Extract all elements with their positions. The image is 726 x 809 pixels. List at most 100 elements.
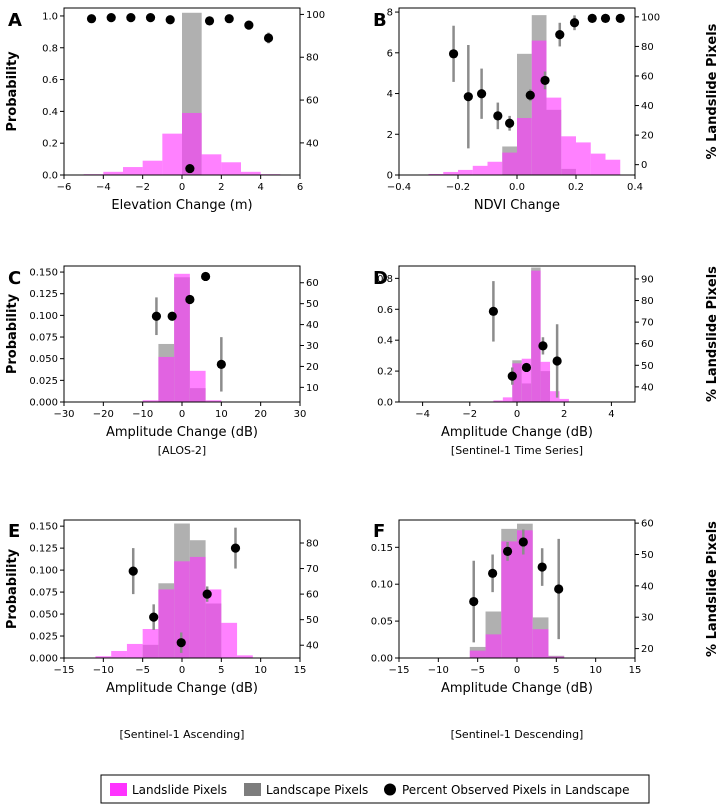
percent-point <box>507 371 517 381</box>
landslide-bar <box>485 634 502 658</box>
y2-tick-label: 60 <box>641 519 654 530</box>
percent-point <box>185 163 195 174</box>
percent-point <box>216 359 226 369</box>
percent-point <box>587 13 597 23</box>
percent-point <box>569 18 580 28</box>
y2-tick-label: 60 <box>641 71 654 82</box>
y-tick-label: 2 <box>387 130 393 141</box>
percent-point <box>555 30 565 40</box>
landslide-bar <box>189 556 206 658</box>
landslide-bar <box>103 171 123 175</box>
x-tick-label: 0 <box>179 182 185 193</box>
x-tick-label: −5 <box>470 665 485 676</box>
landslide-bar <box>205 589 222 658</box>
x-tick-label: −15 <box>388 665 409 676</box>
percent-point <box>502 546 513 556</box>
landslide-bar <box>443 171 458 175</box>
x-tick-label: −2 <box>462 409 477 420</box>
x-tick-label: −0.2 <box>446 182 470 193</box>
y-tick-label: 0.00 <box>371 654 393 665</box>
x-axis-label: Amplitude Change (dB) <box>106 425 258 440</box>
percent-point <box>185 294 195 305</box>
y-axis-label: Probability <box>5 293 20 374</box>
y-tick-label: 0.000 <box>29 654 58 665</box>
y2-tick-label: 40 <box>641 101 654 112</box>
y-tick-label: 0.125 <box>29 544 58 555</box>
x-tick-label: −6 <box>57 182 72 193</box>
y-tick-label: 0.125 <box>29 289 58 300</box>
x-tick-label: −4 <box>96 182 111 193</box>
percent-point <box>126 13 136 23</box>
y-tick-label: 0.2 <box>377 367 393 378</box>
y-tick-label: 0 <box>387 171 393 182</box>
landslide-bar <box>576 142 591 175</box>
landslide-swatch <box>110 783 127 796</box>
y-tick-label: 0.150 <box>29 268 58 279</box>
percent-point <box>202 589 212 599</box>
x-tick-label: 6 <box>297 182 303 193</box>
landslide-bar <box>189 370 206 402</box>
percent-point <box>244 20 254 30</box>
x-tick-label: −20 <box>93 409 114 420</box>
percent-point <box>488 306 498 316</box>
landslide-bar <box>158 589 175 658</box>
landslide-bar <box>521 358 532 402</box>
panel-c: −30 −20 −10 0 10 20 30 0.000 0.025 0.050 0.075 0.10… <box>5 265 319 457</box>
y2-tick-label: 50 <box>641 550 654 561</box>
y2-tick-label: 70 <box>641 318 654 329</box>
y2-tick-label: 60 <box>306 590 319 601</box>
y-tick-label: 0.100 <box>29 566 58 577</box>
landslide-bar <box>182 112 202 175</box>
x-tick-label: 2 <box>218 182 224 193</box>
x-tick-label: 20 <box>254 409 267 420</box>
x-axis-label: Amplitude Change (dB) <box>441 681 593 696</box>
y2-tick-label: 30 <box>641 613 654 624</box>
landslide-bar <box>111 650 127 658</box>
y2-tick-label: 90 <box>641 274 654 285</box>
percent-point <box>600 13 611 23</box>
y2-tick-label: 50 <box>641 361 654 372</box>
legend: Landslide Pixels Landscape Pixels Percent … <box>100 774 650 804</box>
x-tick-label: 30 <box>294 409 307 420</box>
landslide-bar <box>487 161 503 175</box>
x-tick-label: −4 <box>415 409 430 420</box>
y-tick-label: 8 <box>387 8 393 19</box>
landslide-bar <box>546 97 562 175</box>
x-axis-label: Amplitude Change (dB) <box>441 425 593 440</box>
percent-point <box>493 111 503 121</box>
landscape-swatch <box>244 783 261 796</box>
landslide-bar <box>531 40 547 175</box>
percent-point <box>151 311 162 321</box>
x-tick-label: 2 <box>561 409 567 420</box>
y-tick-label: 0.4 <box>377 336 393 347</box>
x-tick-label: −10 <box>428 665 449 676</box>
y2-tick-label: 80 <box>641 296 654 307</box>
x-tick-label: 15 <box>294 665 307 676</box>
landslide-bar <box>501 541 517 658</box>
percent-point <box>201 271 211 282</box>
percent-point <box>86 14 97 24</box>
panel-caption: [Sentinel-1 Descending] <box>451 728 584 741</box>
y-tick-label: 0.6 <box>377 305 393 316</box>
x-tick-label: 4 <box>608 409 614 420</box>
y-tick-label: 0.100 <box>29 311 58 322</box>
y2-tick-label: 40 <box>641 581 654 592</box>
x-axis-label: Amplitude Change (dB) <box>106 681 258 696</box>
legend-percent-label: Percent Observed Pixels in Landscape <box>402 783 630 797</box>
landslide-bar <box>142 400 159 402</box>
x-tick-label: 10 <box>215 409 228 420</box>
panel-letter: E <box>8 521 20 542</box>
panel-d: −4 −2 0 2 4 0.0 0.2 0.4 0.6 0.8 40 50 60 70 80 90 Amplit… <box>373 265 720 457</box>
landslide-bar <box>512 363 522 402</box>
percent-point <box>469 596 479 607</box>
x-tick-label: −30 <box>53 409 74 420</box>
percent-point <box>488 568 498 578</box>
plot-area <box>83 12 281 175</box>
percent-point <box>505 118 515 128</box>
x-tick-label: −5 <box>135 665 150 676</box>
percent-point <box>537 562 547 572</box>
y2-tick-label: 60 <box>306 96 319 107</box>
y2-tick-label: 80 <box>641 42 654 53</box>
landslide-bar <box>517 530 533 658</box>
x-axis-label: NDVI Change <box>474 198 560 213</box>
